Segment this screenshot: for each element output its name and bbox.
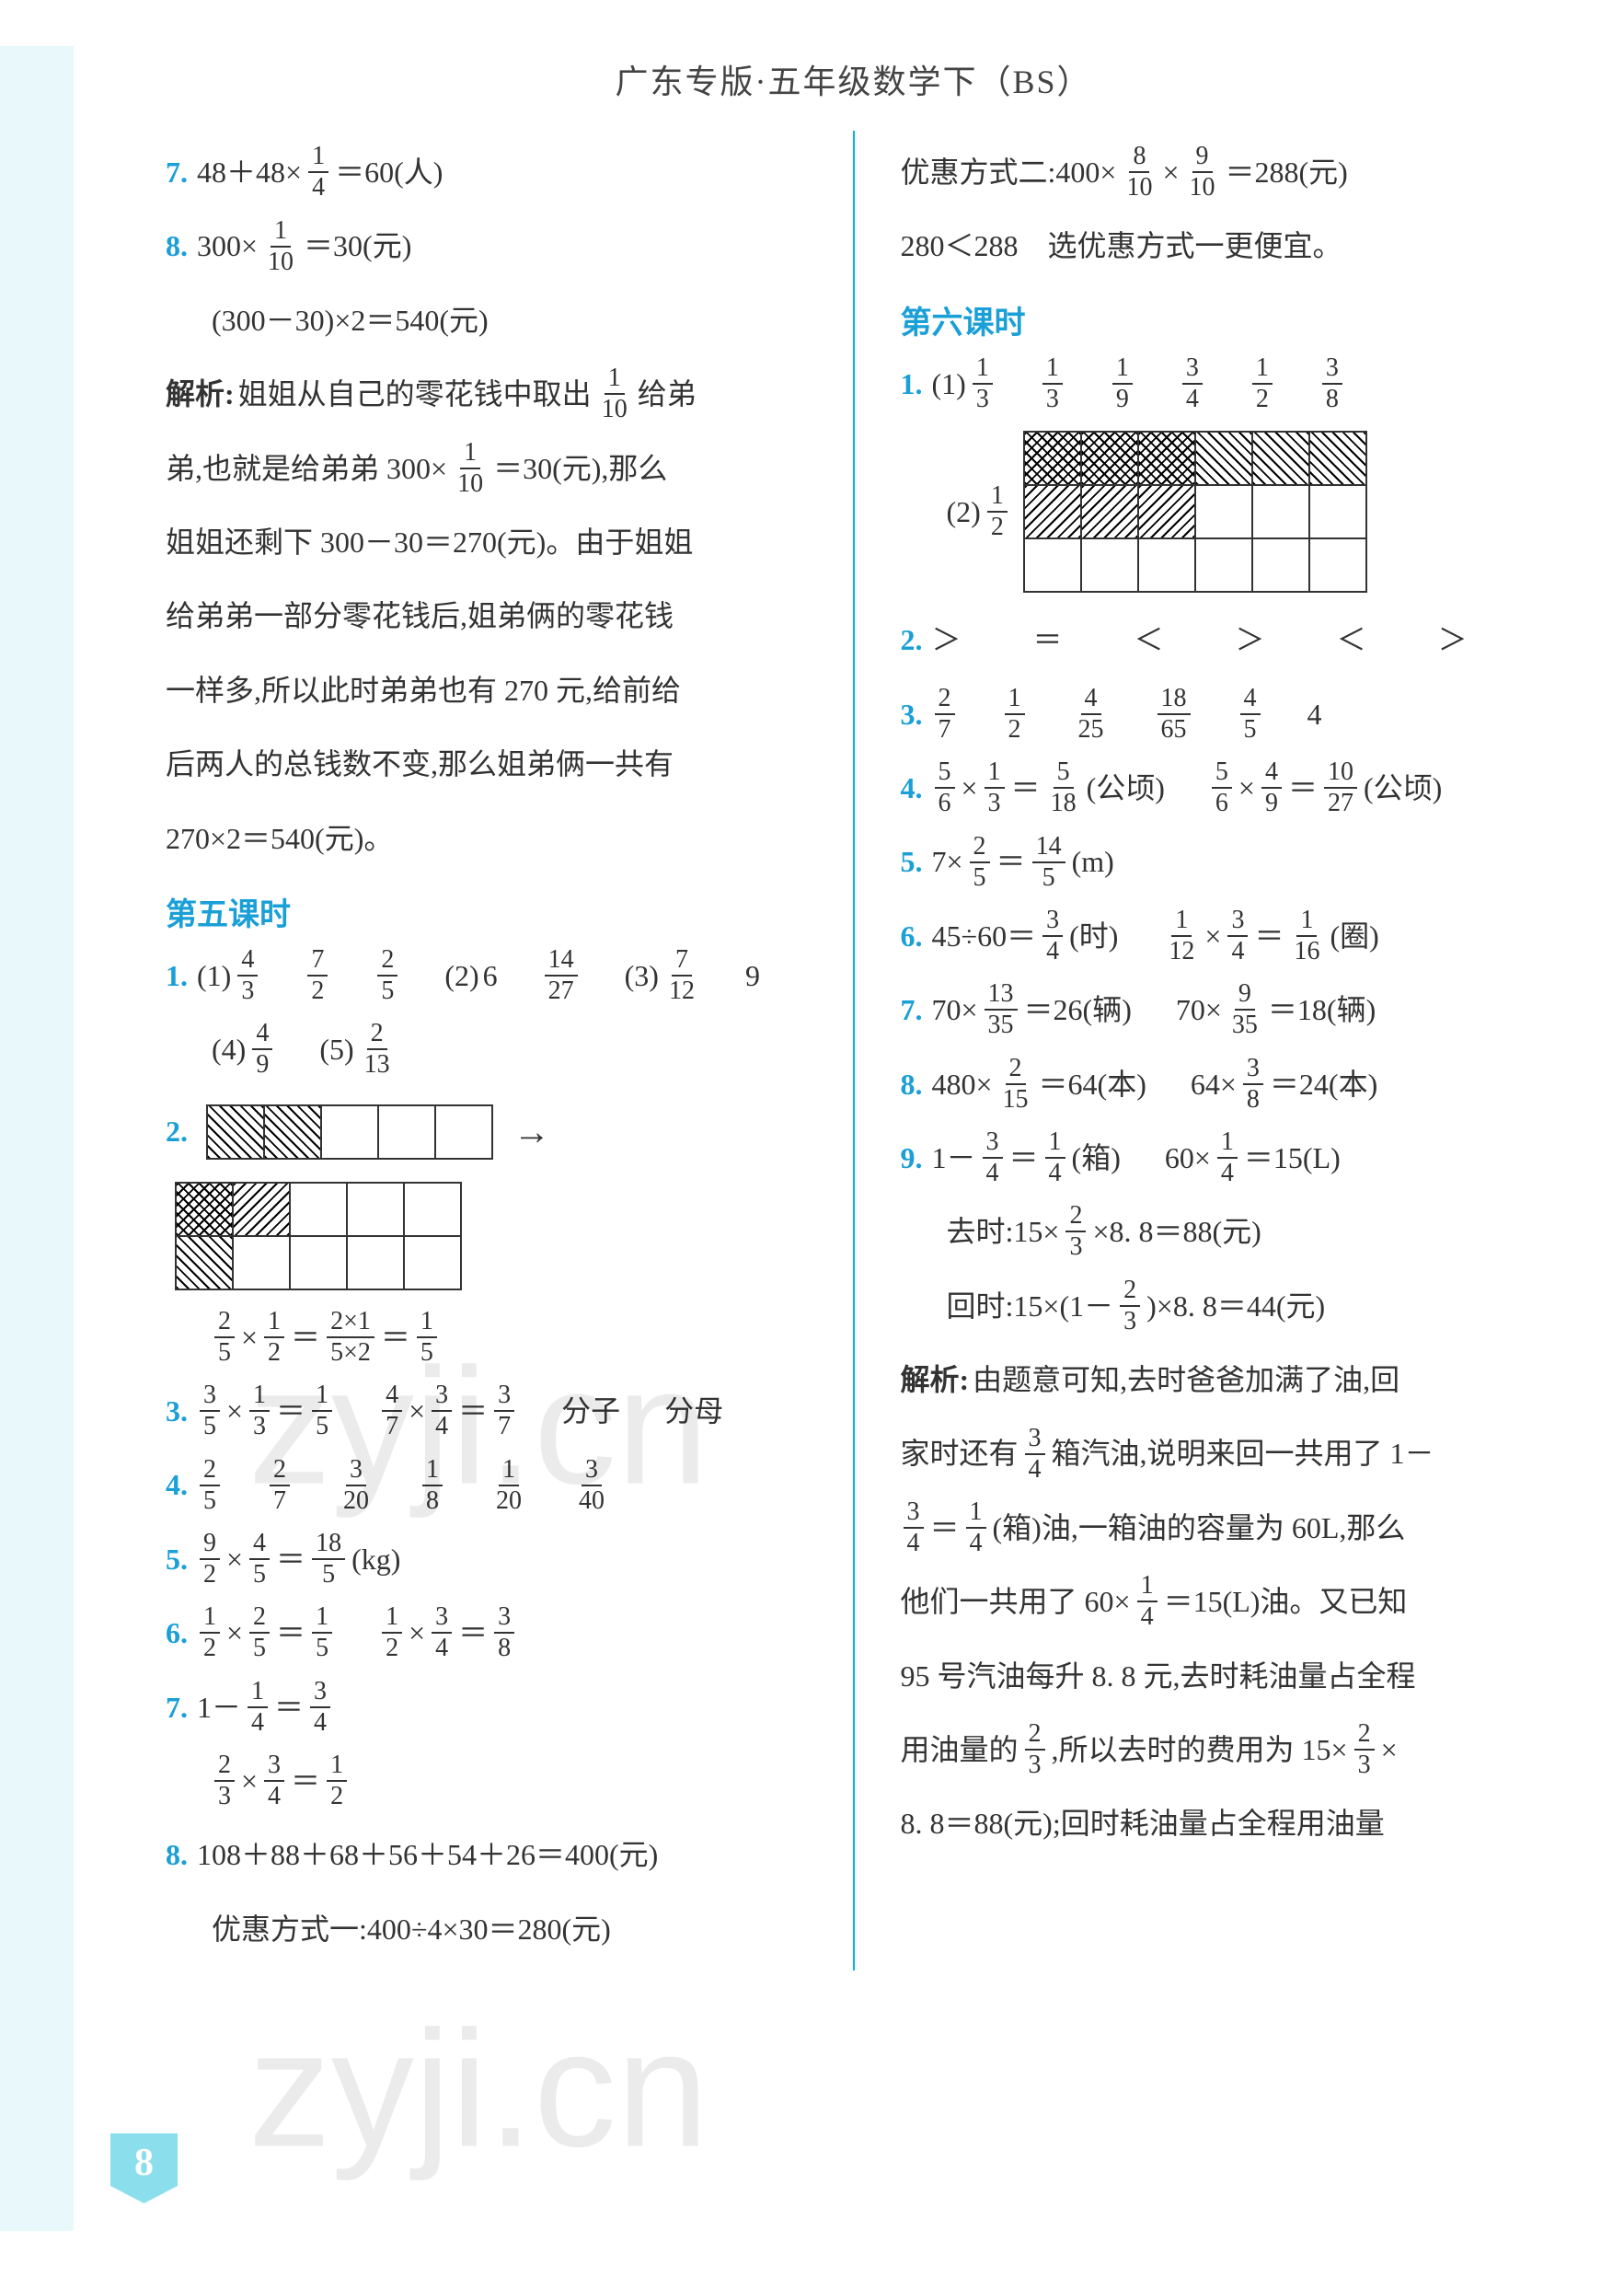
s5q8-l1: 8. 108＋88＋68＋56＋54＋26＝400(元) <box>166 1822 807 1887</box>
s6-ana-l5: 95 号汽油每升 8. 8 元,去时耗油量占全程 <box>901 1644 1542 1708</box>
s5q8-l2: 优惠方式一:400÷4×30＝280(元) <box>166 1897 807 1961</box>
grid-3x6 <box>1023 431 1367 593</box>
s6q1p1: 1. (1) 13 13 19 34 12 38 <box>901 352 1542 416</box>
s5q2-expr: 25 × 12 ＝ 2×15×2 ＝ 15 <box>166 1305 807 1370</box>
analysis-head: 解析: 姐姐从自己的零花钱中取出 110 给弟 <box>166 362 807 426</box>
s6q1p2: (2) 12 <box>901 425 1542 598</box>
s6-ana-l6: 用油量的 23 ,所以去时的费用为 15× 23 × <box>901 1717 1542 1782</box>
arrow-icon: → <box>513 1092 550 1173</box>
q8-line1: 8. 300× 110 ＝30(元) <box>166 214 807 278</box>
s6q8: 8. 480× 215 ＝64(本) 64× 38 ＝24(本) <box>901 1052 1542 1116</box>
s6q4: 4. 56 × 13 ＝ 518 (公顷) 56 × 49 ＝ 1027 (公顷… <box>901 756 1542 820</box>
s6-ana-l4: 他们一共用了 60× 14 ＝15(L)油。又已知 <box>901 1569 1542 1634</box>
q7: 7. 48＋48× 14 ＝60(人) <box>166 140 807 204</box>
s5q5: 5. 92 × 45 ＝ 185 (kg) <box>166 1527 807 1591</box>
analysis-l5: 一样多,所以此时弟弟也有 270 元,给前给 <box>166 658 807 722</box>
s6q5: 5. 7× 25 ＝ 145 (m) <box>901 829 1542 894</box>
column-divider <box>853 131 855 1971</box>
page-header: 广东专版·五年级数学下（BS） <box>166 46 1541 131</box>
s5q1-row1: 1. (1) 43 72 25 (2)6 1427 (3) 712 9 <box>166 943 807 1008</box>
q8-line2: (300－30)×2＝540(元) <box>166 288 807 353</box>
s6q2: 2. ＞ ＝ ＜ ＞ ＜ ＞ <box>901 607 1542 672</box>
s6q9-l1: 9. 1－ 34 ＝ 14 (箱) 60× 14 ＝15(L) <box>901 1126 1542 1190</box>
s6-ana-l7: 8. 8＝88(元);回时耗油量占全程用油量 <box>901 1791 1542 1855</box>
s5q7b: 23 × 34 ＝ 12 <box>166 1749 807 1813</box>
s6q3: 3. 27 12 425 1865 45 4 <box>901 682 1542 746</box>
s5q4: 4. 25 27 320 18 120 340 <box>166 1452 807 1517</box>
page: 广东专版·五年级数学下（BS） 7. 48＋48× 14 ＝60(人) 8. 3… <box>0 46 1624 2231</box>
s6-ana-l2: 家时还有 34 箱汽油,说明来回一共用了 1－ <box>901 1421 1542 1485</box>
s6q6: 6. 45÷60＝ 34 (时) 112 × 34 ＝ 116 (圈) <box>901 904 1542 968</box>
watermark-2: zyji.cn <box>248 1994 708 2185</box>
s5q7a: 7. 1－ 14 ＝ 34 <box>166 1675 807 1740</box>
analysis-l2: 弟,也就是给弟弟 300× 110 ＝30(元),那么 <box>166 436 807 501</box>
right-column: 优惠方式二:400× 810 × 910 ＝288(元) 280＜288 选优惠… <box>901 131 1542 1971</box>
analysis-l3: 姐姐还剩下 300－30＝270(元)。由于姐姐 <box>166 510 807 574</box>
section6-title: 第六课时 <box>901 297 1542 342</box>
section5-title: 第五课时 <box>166 889 807 934</box>
analysis-l6: 后两人的总钱数不变,那么姐弟俩一共有 <box>166 732 807 796</box>
left-column: 7. 48＋48× 14 ＝60(人) 8. 300× 110 ＝30(元) (… <box>166 131 807 1971</box>
page-number: 8 <box>110 2133 178 2203</box>
grid-left <box>206 1104 493 1160</box>
analysis-l7: 270×2＝540(元)。 <box>166 806 807 871</box>
s6q9-l3: 回时:15×(1－ 23 )×8. 8＝44(元) <box>901 1274 1542 1338</box>
analysis-l4: 给弟弟一部分零花钱后,姐弟俩的零花钱 <box>166 584 807 648</box>
s5q1-row2: (4) 49 (5) 213 <box>166 1017 807 1081</box>
s6q7: 7. 70× 1335 ＝26(辆) 70× 935 ＝18(辆) <box>901 977 1542 1042</box>
grid-right <box>175 1182 462 1290</box>
content-columns: 7. 48＋48× 14 ＝60(人) 8. 300× 110 ＝30(元) (… <box>166 131 1541 1971</box>
s6q9-l2: 去时:15× 23 ×8. 8＝88(元) <box>901 1199 1542 1264</box>
r-top2: 280＜288 选优惠方式一更便宜。 <box>901 214 1542 278</box>
r-top1: 优惠方式二:400× 810 × 910 ＝288(元) <box>901 140 1542 204</box>
s5q6: 6. 12 × 25 ＝ 15 12 × 34 ＝ 38 <box>166 1601 807 1665</box>
s5q2-diagram: 2. → <box>166 1092 807 1296</box>
s6-analysis-head: 解析: 由题意可知,去时爸爸加满了油,回 <box>901 1347 1542 1412</box>
s6-ana-l3: 34 ＝ 14 (箱)油,一箱油的容量为 60L,那么 <box>901 1496 1542 1560</box>
s5q3: 3. 35 × 13 ＝ 15 47 × 34 ＝ 37 分子 分母 <box>166 1379 807 1443</box>
